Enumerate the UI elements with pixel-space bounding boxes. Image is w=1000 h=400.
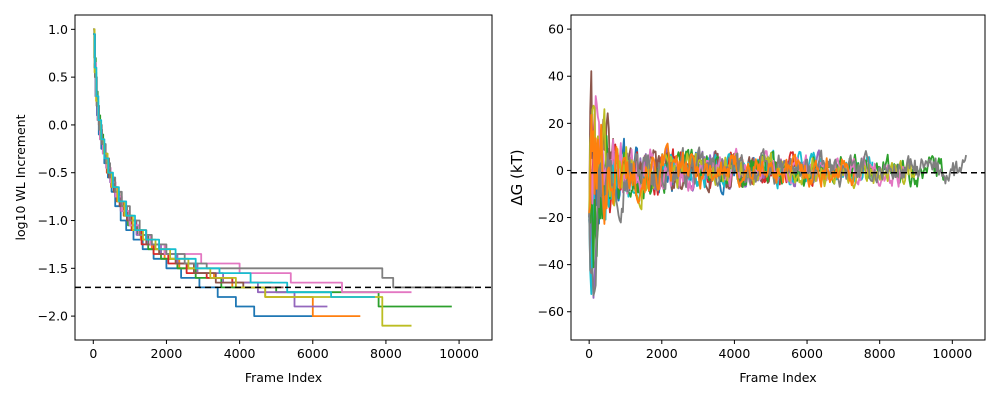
x-tick-label: 6000	[791, 346, 823, 361]
x-tick-label: 4000	[719, 346, 751, 361]
y-tick-label: 20	[548, 116, 564, 131]
y-tick-label: 0.0	[48, 117, 68, 132]
right-plot: 0 2000 4000 6000 8000 10000 6040200−20−40−60 …	[508, 14, 986, 385]
y-tick-label: −20	[538, 210, 564, 225]
x-tick-label: 8000	[864, 346, 896, 361]
x-tick-label: 10000	[932, 346, 972, 361]
y-tick-label: 1.0	[48, 22, 68, 37]
right-x-axis-label: Frame Index	[739, 370, 816, 385]
left-x-axis-label: Frame Index	[245, 370, 322, 385]
y-tick-label: −40	[538, 257, 564, 272]
y-tick-label: −1.5	[38, 261, 68, 276]
x-tick-label: 2000	[151, 346, 183, 361]
x-tick-label: 4000	[224, 346, 256, 361]
right-x-ticks: 0 2000 4000 6000 8000 10000	[585, 340, 972, 361]
left-plot-frame	[74, 14, 493, 341]
y-tick-label: 60	[548, 22, 564, 37]
wl-increment-series-group	[93, 28, 474, 327]
x-tick-label: 0	[89, 346, 97, 361]
left-x-ticks: 0 2000 4000 6000 8000 10000	[89, 340, 479, 361]
y-tick-label: 0.5	[48, 70, 68, 85]
left-plot: 0 2000 4000 6000 8000 10000 1.0 0.5 0.0 −0.5 −1.0…	[13, 14, 493, 385]
x-tick-label: 10000	[439, 346, 479, 361]
x-tick-label: 6000	[297, 346, 329, 361]
right-y-ticks: 60 40 20 0 −20 −40 −60	[538, 22, 571, 319]
y-tick-label: −60	[538, 304, 564, 319]
right-plot-frame	[570, 14, 986, 341]
right-y-axis-label: ΔG (kT)	[508, 149, 526, 205]
y-tick-label: 0	[556, 163, 564, 178]
x-tick-label: 8000	[370, 346, 402, 361]
y-tick-label: 40	[548, 69, 564, 84]
left-y-axis-label: log10 WL Increment	[13, 114, 28, 240]
left-y-ticks: 1.0 0.5 0.0 −0.5 −1.0 −1.5 −2.0	[38, 22, 75, 324]
y-tick-label: −1.0	[38, 213, 68, 228]
y-tick-label: −2.0	[38, 309, 68, 324]
series-line	[588, 114, 855, 225]
x-tick-label: 2000	[646, 346, 678, 361]
x-tick-label: 0	[585, 346, 593, 361]
y-tick-label: −0.5	[38, 165, 68, 180]
series-line	[93, 33, 375, 298]
